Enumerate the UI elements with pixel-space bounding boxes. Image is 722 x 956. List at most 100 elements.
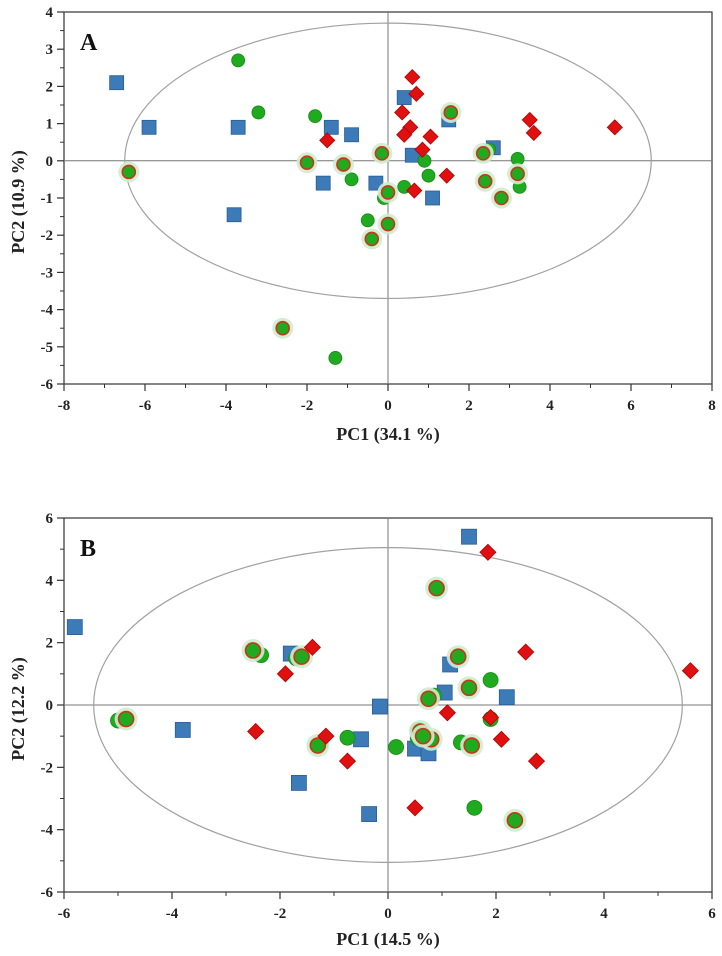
data-point-square — [141, 119, 157, 135]
y-tick-label-a: 1 — [46, 117, 54, 133]
y-tick-label-a: -4 — [41, 303, 54, 319]
y-tick-label-a: -1 — [41, 191, 54, 207]
data-point-circle — [231, 53, 246, 68]
x-tick-label-a: 0 — [384, 398, 392, 414]
data-point-diamond — [396, 126, 413, 143]
data-point-circle-ringed — [443, 105, 459, 120]
y-tick-label-b: -6 — [41, 885, 54, 901]
data-point-circle-ringed — [414, 727, 432, 745]
data-point-square — [498, 689, 515, 706]
y-tick-label-a: 2 — [46, 79, 54, 95]
data-point-diamond — [406, 799, 424, 817]
data-point-circle-ringed — [117, 710, 135, 728]
data-point-circle-ringed — [364, 231, 380, 247]
data-point-diamond — [303, 638, 321, 656]
data-point-circle-ringed — [475, 146, 491, 161]
x-tick-label-a: -6 — [139, 398, 152, 414]
x-tick-label-a: -4 — [220, 398, 233, 414]
data-point-circle-ringed — [299, 155, 315, 170]
data-point-diamond — [479, 543, 497, 561]
data-point-square — [344, 127, 359, 143]
data-point-square — [109, 75, 125, 91]
data-point-diamond — [247, 722, 265, 741]
data-point-square — [353, 731, 369, 748]
data-point-circle-ringed — [121, 164, 137, 180]
y-tick-label-a: 3 — [46, 42, 54, 58]
data-point-diamond — [525, 124, 542, 141]
x-tick-label-b: -6 — [58, 906, 71, 922]
y-axis-title-a: PC2 (10.9 %) — [8, 150, 29, 253]
series-square-b — [66, 528, 515, 822]
data-point-circle-ringed — [380, 185, 396, 200]
data-point-circle-ringed — [374, 146, 390, 161]
y-tick-label-a: -5 — [41, 340, 54, 356]
y-tick-label-b: 2 — [46, 636, 54, 652]
x-axis-title-b: PC1 (14.5 %) — [336, 929, 439, 950]
data-point-square — [290, 775, 307, 791]
panel-label-a: A — [80, 30, 98, 56]
data-point-diamond — [438, 167, 455, 184]
data-point-circle-ringed — [380, 216, 396, 232]
series-square-a — [109, 75, 501, 223]
y-tick-label-a: 0 — [46, 154, 54, 170]
x-tick-label-b: 4 — [600, 906, 608, 922]
series-circle-a — [231, 53, 527, 365]
data-point-diamond — [338, 752, 357, 770]
data-point-circle-ringed — [477, 173, 493, 189]
data-point-diamond — [394, 104, 411, 121]
data-point-diamond — [438, 704, 456, 722]
data-point-circle — [466, 799, 483, 816]
data-point-diamond — [492, 730, 510, 748]
data-point-square — [315, 175, 331, 191]
data-point-diamond — [606, 119, 623, 136]
confidence-ellipse-b — [93, 547, 683, 863]
data-point-diamond — [317, 727, 335, 745]
data-point-circle — [328, 351, 343, 365]
data-point-circle — [339, 729, 356, 746]
data-point-square — [226, 207, 242, 223]
x-tick-label-a: 8 — [708, 398, 716, 414]
data-point-circle-ringed — [460, 679, 478, 697]
y-tick-label-b: 0 — [46, 698, 54, 714]
y-tick-label-a: 4 — [46, 5, 54, 21]
data-point-diamond — [482, 708, 500, 727]
data-point-circle — [482, 672, 499, 688]
data-point-circle-ringed — [510, 166, 525, 182]
x-tick-label-b: 2 — [492, 906, 500, 922]
data-point-diamond — [414, 141, 431, 158]
data-point-circle-ringed — [293, 648, 310, 665]
data-point-diamond — [408, 85, 425, 102]
x-tick-label-b: -2 — [274, 906, 287, 922]
data-point-square — [404, 147, 420, 163]
data-point-circle-ringed — [494, 190, 509, 206]
series-diamond-b — [247, 543, 699, 817]
x-tick-label-b: -4 — [166, 906, 179, 922]
data-point-diamond — [681, 662, 699, 680]
data-point-circle-ringed — [428, 579, 445, 597]
y-tick-label-a: -2 — [41, 228, 54, 244]
data-point-square — [230, 119, 246, 135]
data-point-circle — [360, 213, 375, 228]
x-tick-label-a: -8 — [58, 398, 71, 414]
series-diamond-a — [319, 69, 623, 199]
data-point-square — [461, 528, 477, 545]
y-tick-label-b: -2 — [41, 760, 54, 776]
data-point-circle-ringed — [449, 648, 467, 665]
data-point-square — [425, 190, 440, 206]
y-tick-label-b: 4 — [46, 573, 54, 589]
y-tick-label-a: -6 — [41, 377, 54, 393]
data-point-diamond — [319, 132, 336, 149]
data-point-circle — [251, 105, 266, 120]
series-circle-ringed-b — [114, 576, 527, 832]
y-axis-title-b: PC2 (12.2 %) — [8, 657, 29, 760]
data-point-circle-ringed — [420, 690, 437, 708]
y-tick-label-a: -3 — [41, 265, 54, 281]
data-point-square — [361, 806, 378, 822]
data-point-diamond — [517, 643, 535, 661]
data-point-circle-ringed — [336, 157, 351, 172]
data-point-square — [66, 619, 83, 635]
x-tick-label-b: 6 — [708, 906, 716, 922]
data-point-diamond — [521, 111, 538, 128]
